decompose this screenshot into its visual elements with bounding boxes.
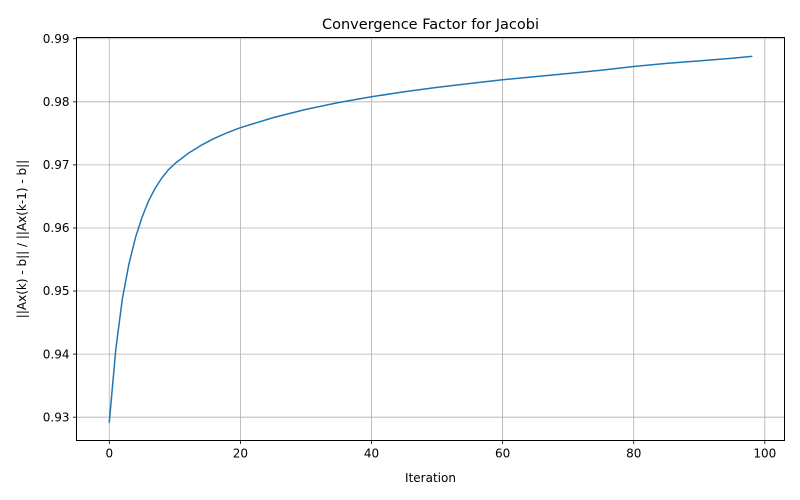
x-axis-label: Iteration	[405, 471, 456, 485]
y-tick-label: 0.98	[43, 95, 70, 109]
series-line	[108, 55, 753, 423]
y-tick-label: 0.94	[43, 347, 70, 361]
x-tick-label: 60	[495, 447, 510, 461]
x-tick-label: 0	[105, 447, 113, 461]
y-tick-label: 0.96	[43, 221, 70, 235]
y-tick-label: 0.93	[43, 410, 70, 424]
series-layer	[108, 55, 753, 423]
chart-title: Convergence Factor for Jacobi	[322, 17, 539, 33]
y-tick-label: 0.99	[43, 32, 70, 46]
ticks: 0 20 40 60 80 100 0.93 0.94 0.95 0.96 0.97 0.98 0.99	[43, 32, 777, 461]
x-tick-label: 40	[364, 447, 379, 461]
y-tick-label: 0.97	[43, 158, 70, 172]
plot-frame	[76, 37, 785, 441]
x-tick-label: 80	[626, 447, 641, 461]
y-tick-label: 0.95	[43, 284, 70, 298]
y-axis-label: ||Ax(k) - b|| / ||Ax(k-1) - b||	[15, 160, 29, 318]
x-tick-label: 20	[233, 447, 248, 461]
x-tick-label: 100	[753, 447, 776, 461]
grid	[76, 37, 785, 441]
